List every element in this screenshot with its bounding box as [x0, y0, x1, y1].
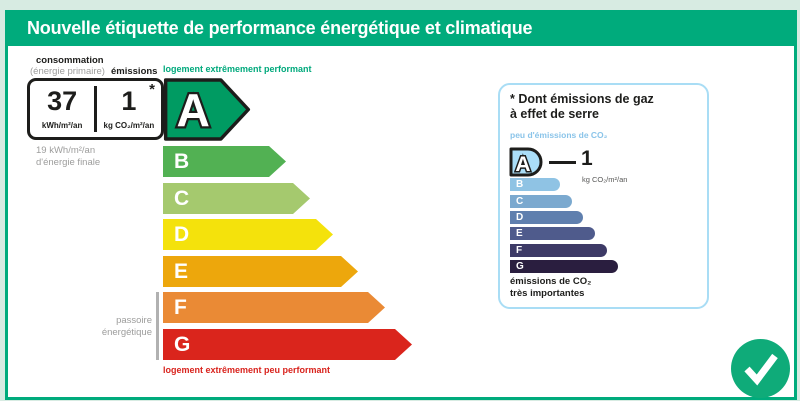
- rating-value-box: 37 kWh/m²/an * 1 kg CO₂/m²/an: [27, 78, 164, 140]
- energy-class-row-d: D: [163, 219, 333, 250]
- emissions-star: *: [149, 81, 155, 98]
- emissions-value: 1: [121, 86, 137, 116]
- class-e-letter: E: [174, 259, 189, 283]
- final-energy-line2: d'énergie finale: [36, 157, 101, 168]
- co2-class-row-d: D: [510, 211, 583, 224]
- sieve-divider-line: [156, 292, 159, 360]
- energy-class-row-c: C: [163, 183, 310, 214]
- co2-panel-title: * Dont émissions de gaz à effet de serre: [510, 92, 654, 122]
- class-a-letter: A: [177, 84, 210, 136]
- page-title: Nouvelle étiquette de performance énergé…: [27, 17, 533, 38]
- consumption-label: consommation: [36, 55, 104, 66]
- check-circle: [731, 339, 790, 398]
- energy-class-row-b: B: [163, 146, 286, 177]
- co2-class-a-badge: A: [509, 147, 543, 177]
- co2-unit: kg CO₂/m²/an: [582, 175, 628, 184]
- emissions-unit: kg CO₂/m²/an: [103, 121, 155, 130]
- co2-high-caption-line2: très importantes: [510, 288, 585, 299]
- checkmark-icon: [744, 353, 778, 386]
- class-c-letter: C: [174, 186, 190, 210]
- co2-class-a-letter: A: [515, 153, 530, 176]
- co2-panel-title-line2: à effet de serre: [510, 107, 599, 121]
- consumption-sublabel: (énergie primaire): [30, 65, 105, 77]
- co2-class-f-letter: F: [516, 245, 523, 256]
- emissions-label: émissions: [111, 65, 158, 77]
- co2-class-a-shape: [509, 147, 543, 177]
- co2-low-caption: peu d'émissions de CO₂: [510, 130, 608, 140]
- consumption-value: 37: [47, 86, 78, 116]
- emissions-cell: * 1 kg CO₂/m²/an: [97, 81, 161, 137]
- value-divider: [94, 86, 97, 132]
- co2-class-row-e: E: [510, 227, 595, 240]
- final-energy-note: 19 kWh/m²/an d'énergie finale: [36, 145, 100, 169]
- check-circle-icon: [731, 339, 790, 398]
- co2-class-row-g: G: [510, 260, 618, 273]
- best-performance-caption: logement extrêmement performant: [163, 64, 312, 74]
- header-bar: Nouvelle étiquette de performance énergé…: [5, 10, 797, 46]
- class-b-letter: B: [174, 149, 190, 173]
- co2-high-caption: émissions de CO₂ très importantes: [510, 276, 591, 300]
- co2-class-g-letter: G: [516, 261, 524, 272]
- energy-class-row-f: F: [163, 292, 385, 323]
- co2-value: 1: [581, 147, 593, 170]
- sieve-label: passoire énergétique: [58, 315, 152, 339]
- energy-class-row-e: E: [163, 256, 358, 287]
- co2-class-d-letter: D: [516, 212, 524, 223]
- energy-class-a-arrow: A: [163, 78, 251, 141]
- co2-high-caption-line1: émissions de CO₂: [510, 276, 592, 287]
- class-g-letter: G: [174, 332, 191, 356]
- co2-connector-line: [549, 161, 576, 164]
- worst-performance-caption: logement extrêmement peu performant: [163, 365, 331, 375]
- co2-class-e-letter: E: [516, 228, 523, 239]
- class-f-letter: F: [174, 295, 187, 319]
- sieve-label-line1: passoire: [116, 315, 152, 326]
- consumption-unit: kWh/m²/an: [41, 121, 83, 130]
- co2-class-row-c: C: [510, 195, 572, 208]
- sieve-label-line2: énergétique: [101, 327, 152, 338]
- consumption-cell: 37 kWh/m²/an: [30, 81, 94, 137]
- final-energy-line1: 19 kWh/m²/an: [36, 145, 96, 156]
- co2-class-c-letter: C: [516, 196, 524, 207]
- co2-panel-title-line1: * Dont émissions de gaz: [510, 92, 654, 106]
- class-d-letter: D: [174, 222, 190, 246]
- class-a-arrow-shape: [163, 78, 251, 141]
- co2-class-row-b: B: [510, 178, 560, 191]
- co2-class-row-f: F: [510, 244, 607, 257]
- co2-class-b-letter: B: [516, 179, 524, 190]
- energy-class-row-g: G: [163, 329, 412, 360]
